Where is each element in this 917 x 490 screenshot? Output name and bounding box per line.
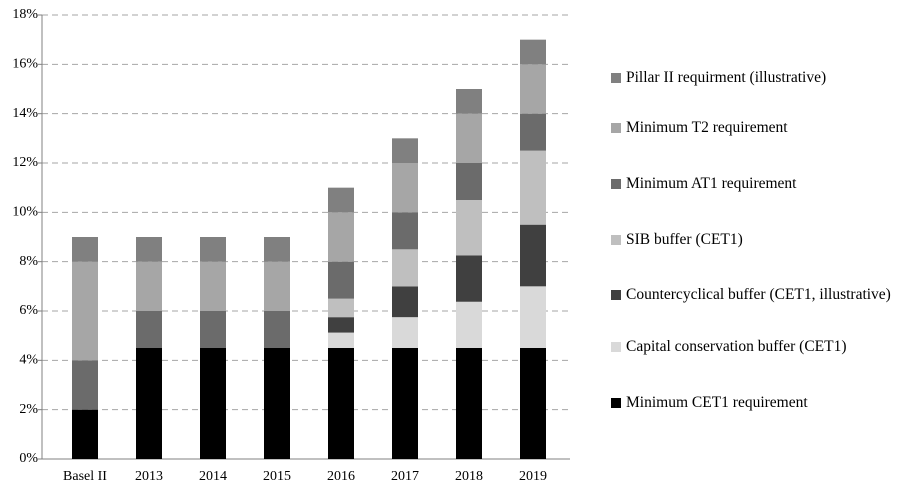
y-tick-label: 0%	[19, 451, 38, 466]
bar-segment	[200, 348, 226, 459]
legend-label: Countercyclical buffer (CET1, illustrati…	[626, 286, 891, 303]
bar-segment	[456, 113, 482, 163]
bar-segment	[456, 163, 482, 200]
bar-segment	[264, 311, 290, 348]
bar-segment	[72, 409, 98, 459]
bar-segment	[136, 237, 162, 262]
bar-segment	[136, 348, 162, 459]
bar-segment	[264, 237, 290, 262]
bar-segment	[392, 249, 418, 287]
bar-segment	[328, 298, 354, 318]
legend-swatch	[611, 342, 621, 352]
legend-swatch	[611, 179, 621, 189]
bar-segment	[264, 261, 290, 311]
y-tick-label: 8%	[19, 254, 38, 269]
y-tick-label: 2%	[19, 402, 38, 417]
legend-item: Countercyclical buffer (CET1, illustrati…	[611, 284, 911, 306]
bar-segment	[520, 113, 546, 151]
bar-segment	[456, 200, 482, 256]
bar-segment	[328, 261, 354, 299]
x-tick-label: 2019	[519, 469, 547, 484]
legend-item: Capital conservation buffer (CET1)	[611, 336, 911, 358]
bar-segment	[392, 212, 418, 250]
x-tick-label: 2014	[199, 469, 227, 484]
legend-item: SIB buffer (CET1)	[611, 229, 911, 251]
legend-item: Minimum T2 requirement	[611, 117, 911, 139]
bar-segment	[72, 261, 98, 361]
bar-segment	[264, 348, 290, 459]
bar-segment	[456, 255, 482, 302]
legend-item: Pillar II requirment (illustrative)	[611, 67, 911, 89]
bar-segment	[328, 212, 354, 262]
x-tick-label: 2013	[135, 469, 163, 484]
bar-segment	[520, 286, 546, 348]
bar-segment	[520, 348, 546, 459]
legend-swatch	[611, 235, 621, 245]
bar-segment	[392, 138, 418, 163]
x-tick-label: 2017	[391, 469, 419, 484]
legend-item: Minimum AT1 requirement	[611, 173, 911, 195]
bar-segment	[392, 348, 418, 459]
bar-segment	[392, 286, 418, 318]
legend-label: SIB buffer (CET1)	[626, 231, 743, 248]
legend-item: Minimum CET1 requirement	[611, 392, 911, 414]
x-tick-label: 2015	[263, 469, 291, 484]
y-tick-label: 6%	[19, 303, 38, 318]
bar-segment	[392, 317, 418, 348]
legend-label: Minimum CET1 requirement	[626, 394, 808, 411]
legend-swatch	[611, 73, 621, 83]
y-tick-label: 18%	[12, 7, 38, 22]
y-tick-label: 14%	[12, 106, 38, 121]
legend-label: Capital conservation buffer (CET1)	[626, 338, 847, 355]
legend-label: Minimum T2 requirement	[626, 119, 788, 136]
bar-segment	[200, 237, 226, 262]
y-tick-label: 4%	[19, 353, 38, 368]
bar-segment	[456, 301, 482, 348]
bar-segment	[520, 39, 546, 65]
bar-segment	[392, 163, 418, 213]
bar-segment	[520, 150, 546, 225]
bar-segment	[520, 64, 546, 114]
y-tick-label: 12%	[12, 155, 38, 170]
x-tick-label: 2016	[327, 469, 355, 484]
bar-segment	[456, 89, 482, 114]
bar-segment	[328, 348, 354, 459]
bar-segment	[136, 261, 162, 311]
bar-segment	[72, 360, 98, 410]
bar-segment	[328, 187, 354, 213]
x-tick-label: 2018	[455, 469, 483, 484]
bar-segment	[520, 224, 546, 287]
legend-label: Minimum AT1 requirement	[626, 175, 797, 192]
y-tick-label: 16%	[12, 57, 38, 72]
bar-segment	[72, 237, 98, 262]
bar-segment	[200, 311, 226, 348]
bar-segment	[200, 261, 226, 311]
bar-segment	[328, 332, 354, 348]
x-tick-label: Basel II	[63, 469, 107, 484]
bar-segment	[328, 317, 354, 333]
y-tick-label: 10%	[12, 205, 38, 220]
bar-segment	[136, 311, 162, 348]
legend-swatch	[611, 123, 621, 133]
legend-label: Pillar II requirment (illustrative)	[626, 69, 827, 86]
legend-swatch	[611, 290, 621, 300]
bar-segment	[456, 348, 482, 459]
legend-swatch	[611, 398, 621, 408]
